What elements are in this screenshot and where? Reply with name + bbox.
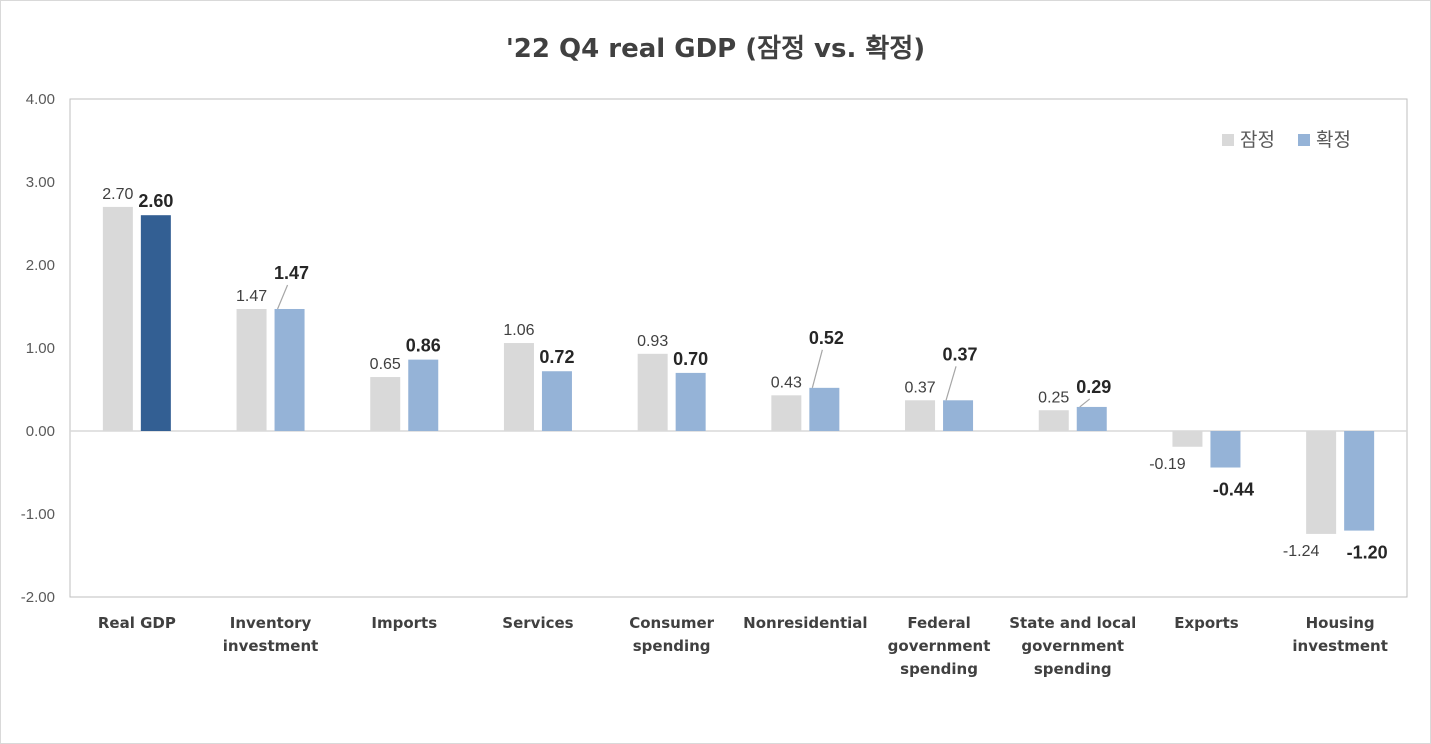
data-label-preliminary: 2.70 bbox=[102, 186, 133, 203]
bar-preliminary bbox=[370, 377, 401, 431]
data-label-preliminary: 1.47 bbox=[236, 288, 267, 305]
data-label-preliminary: -0.19 bbox=[1149, 456, 1186, 473]
bar-final bbox=[408, 359, 439, 431]
data-label-final: 2.60 bbox=[138, 191, 173, 211]
category-label: government bbox=[1021, 637, 1124, 655]
bar-final bbox=[274, 308, 305, 431]
leader-line bbox=[1079, 398, 1091, 408]
chart-title: '22 Q4 real GDP (잠정 vs. 확정) bbox=[505, 34, 926, 64]
data-label-final: -1.20 bbox=[1347, 543, 1388, 563]
category-label: Consumer bbox=[629, 614, 714, 632]
y-tick-label: 3.00 bbox=[26, 174, 55, 191]
legend-label-preliminary: 잠정 bbox=[1240, 129, 1275, 151]
data-label-final: 0.29 bbox=[1076, 377, 1111, 397]
bar-final bbox=[809, 387, 840, 431]
bar-final bbox=[1076, 406, 1107, 431]
y-tick-label: 2.00 bbox=[26, 257, 55, 274]
bar-final bbox=[541, 371, 572, 431]
category-label: government bbox=[888, 637, 991, 655]
y-tick-label: 1.00 bbox=[26, 340, 55, 357]
category-label: spending bbox=[1034, 660, 1112, 678]
legend-label-final: 확정 bbox=[1316, 129, 1351, 151]
data-label-preliminary: 0.93 bbox=[637, 333, 668, 350]
data-label-final: 0.86 bbox=[406, 336, 441, 356]
category-label: Nonresidential bbox=[743, 614, 867, 632]
bar-preliminary bbox=[1038, 410, 1069, 431]
category-label: spending bbox=[900, 660, 978, 678]
bar-preliminary bbox=[637, 353, 668, 431]
bar-preliminary bbox=[236, 308, 267, 431]
leader-line bbox=[811, 349, 823, 388]
data-label-final: 0.37 bbox=[943, 344, 978, 364]
plot-area bbox=[69, 98, 1408, 598]
bar-preliminary bbox=[905, 400, 936, 431]
category-label: Inventory bbox=[230, 614, 312, 632]
bar-preliminary bbox=[771, 395, 802, 431]
category-label: Housing bbox=[1306, 614, 1375, 632]
data-label-preliminary: 0.43 bbox=[771, 374, 802, 391]
category-label: State and local bbox=[1009, 614, 1136, 632]
category-label: Imports bbox=[371, 614, 437, 632]
bar-final bbox=[140, 215, 171, 431]
y-tick-label: -2.00 bbox=[21, 589, 55, 606]
data-label-final: 0.72 bbox=[539, 347, 574, 367]
category-label: Services bbox=[502, 614, 573, 632]
category-label: Real GDP bbox=[98, 614, 176, 632]
leader-line bbox=[276, 284, 289, 310]
bar-final bbox=[1344, 431, 1375, 531]
bar-final bbox=[943, 400, 974, 431]
bar-preliminary bbox=[102, 206, 133, 431]
data-label-preliminary: 0.37 bbox=[904, 379, 935, 396]
bar-final bbox=[1210, 431, 1241, 468]
data-label-preliminary: 0.25 bbox=[1038, 389, 1069, 406]
y-tick-label: -1.00 bbox=[21, 506, 55, 523]
y-tick-label: 4.00 bbox=[26, 91, 55, 108]
data-label-final: -0.44 bbox=[1213, 480, 1254, 500]
bar-preliminary bbox=[1306, 431, 1337, 534]
bar-preliminary bbox=[1172, 431, 1203, 447]
data-label-final: 0.52 bbox=[809, 328, 844, 348]
category-label: investment bbox=[223, 637, 319, 655]
leader-line bbox=[945, 366, 957, 401]
category-label: spending bbox=[633, 637, 711, 655]
category-label: Exports bbox=[1174, 614, 1239, 632]
legend-swatch-final bbox=[1298, 134, 1310, 146]
category-label: Federal bbox=[907, 614, 970, 632]
data-label-preliminary: -1.24 bbox=[1283, 543, 1320, 560]
data-label-preliminary: 1.06 bbox=[503, 322, 534, 339]
bar-preliminary bbox=[503, 343, 534, 431]
y-tick-label: 0.00 bbox=[26, 423, 55, 440]
bar-final bbox=[675, 372, 706, 431]
data-label-final: 0.70 bbox=[673, 349, 708, 369]
legend-swatch-preliminary bbox=[1222, 134, 1234, 146]
data-label-preliminary: 0.65 bbox=[370, 356, 401, 373]
category-label: investment bbox=[1292, 637, 1388, 655]
data-label-final: 1.47 bbox=[274, 263, 309, 283]
